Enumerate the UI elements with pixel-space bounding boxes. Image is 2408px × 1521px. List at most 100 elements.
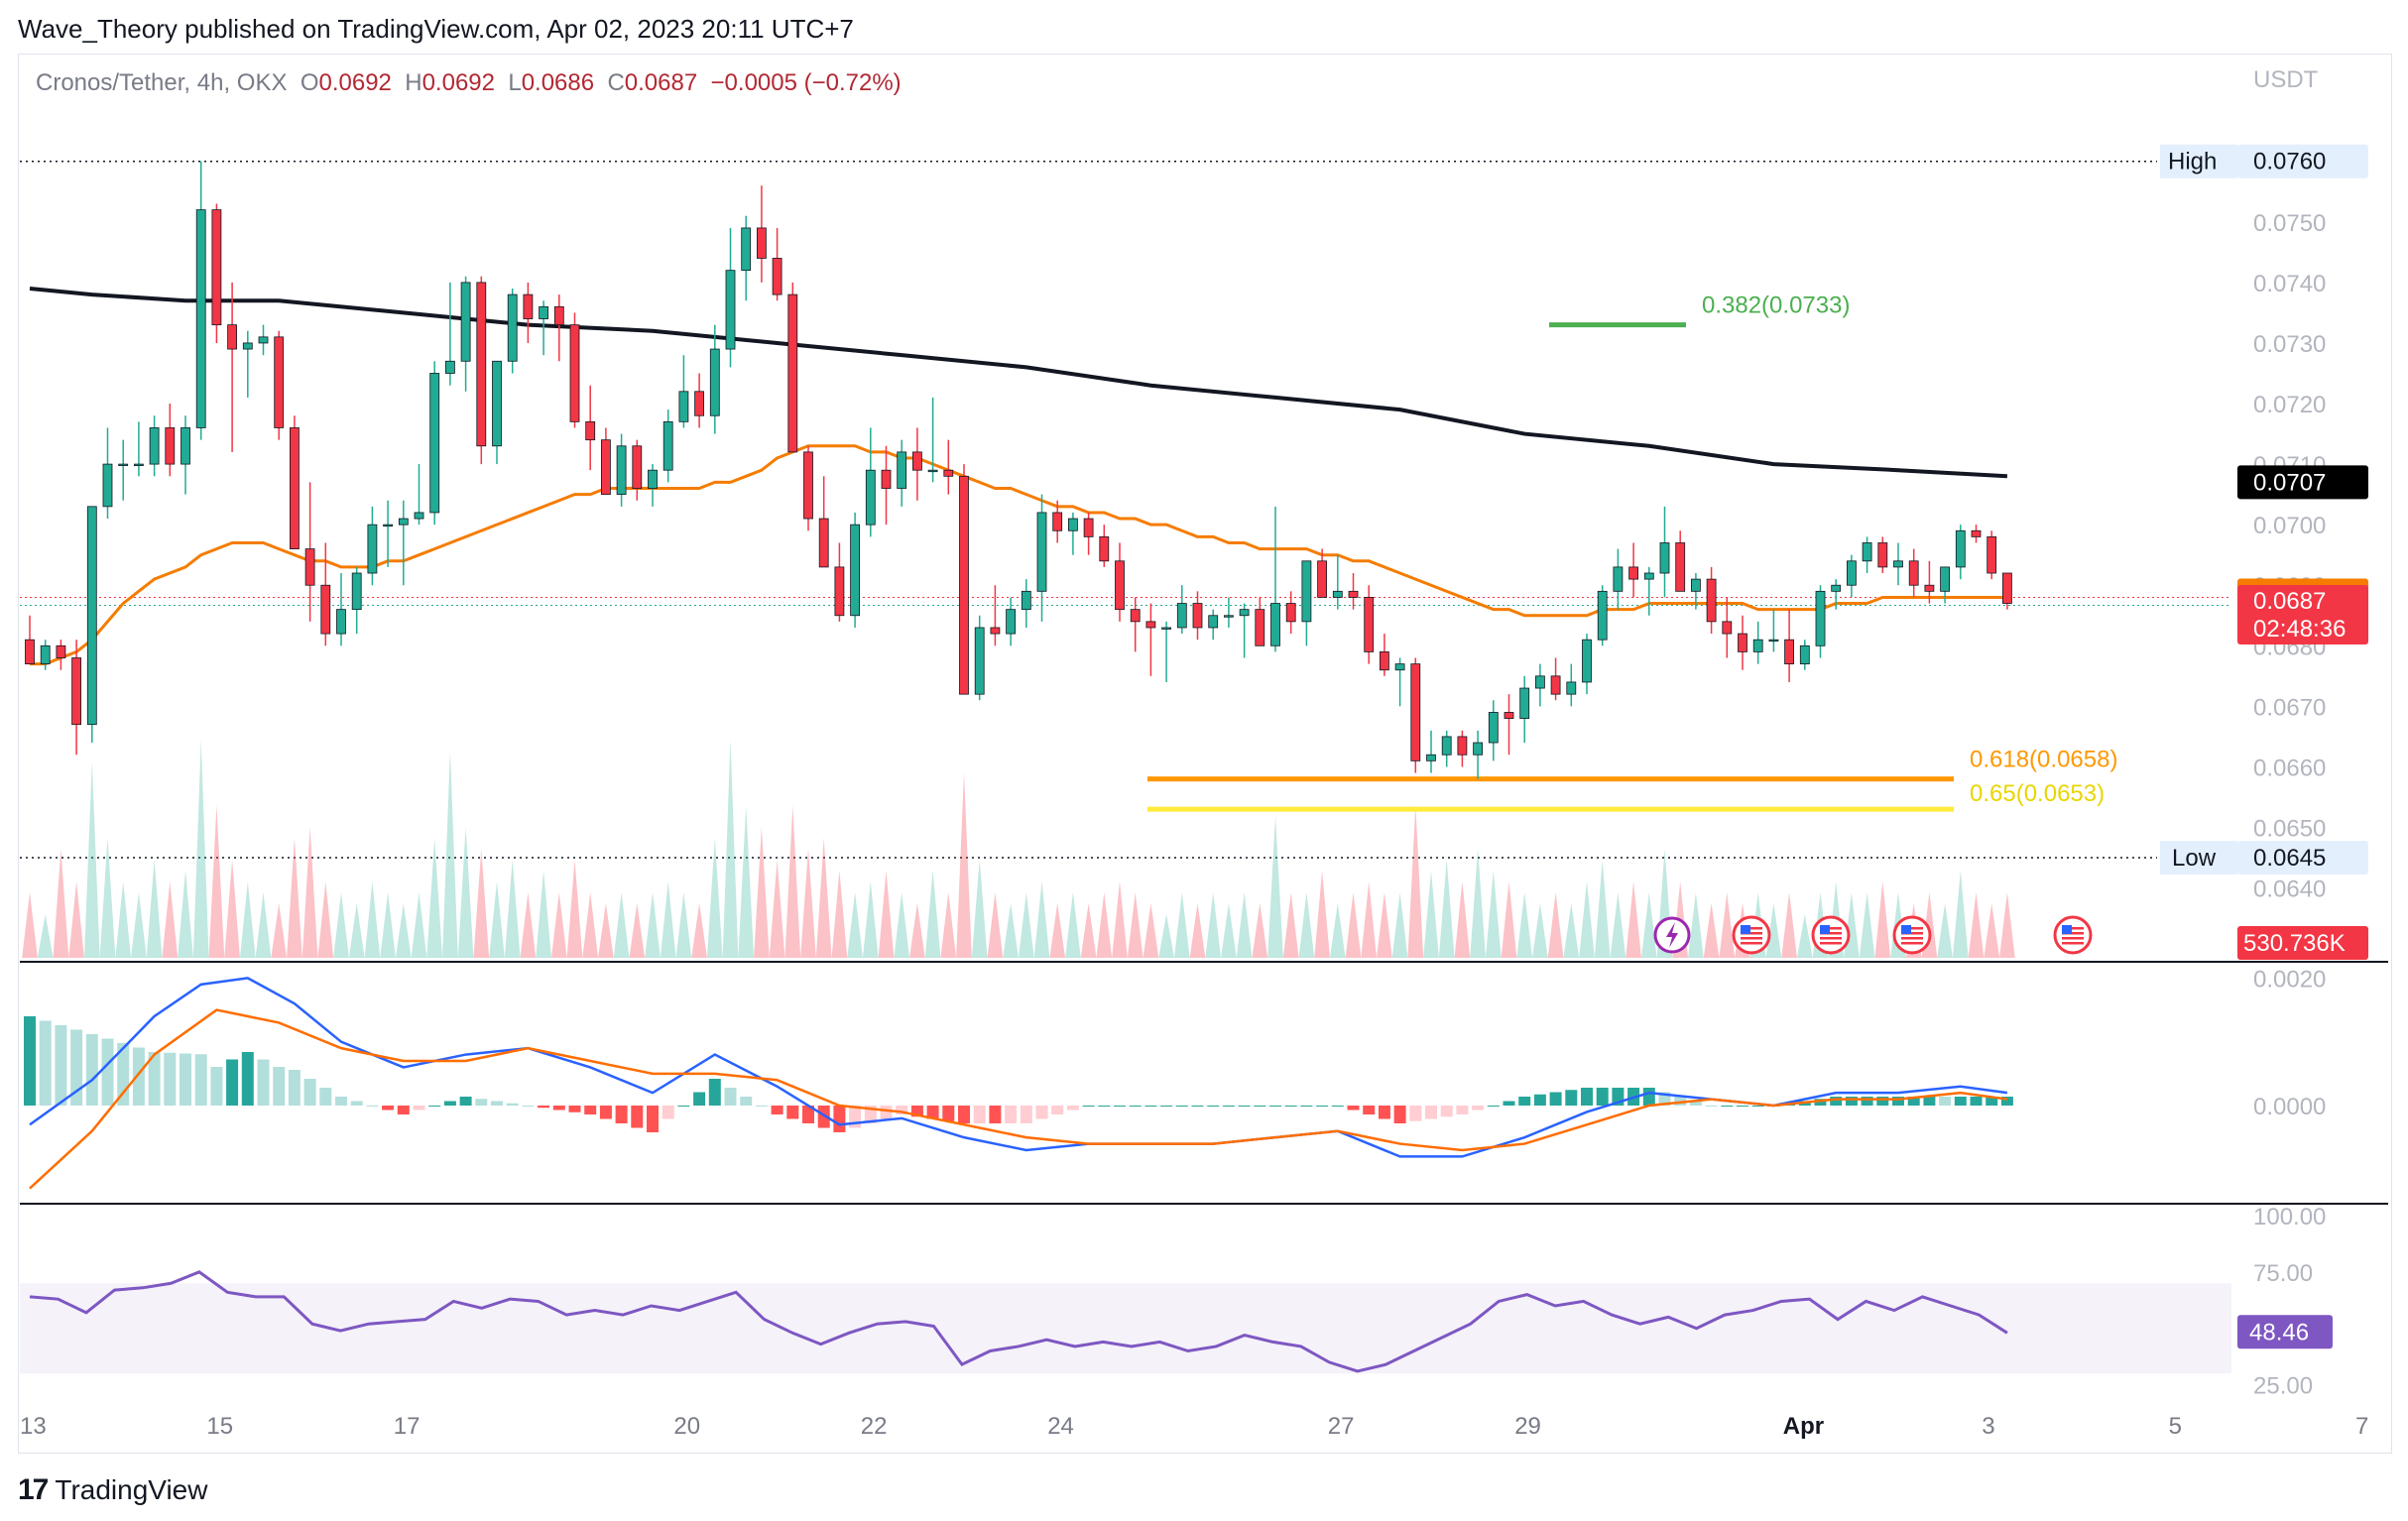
chart-frame[interactable] [18, 54, 2392, 1454]
time-axis-label: 27 [1328, 1413, 1355, 1440]
volume-bar [1781, 892, 1797, 958]
time-axis-label: 22 [861, 1413, 888, 1440]
volume-bar [815, 838, 832, 958]
author-name[interactable]: Wave_Theory [18, 14, 178, 44]
high-tag-bg [2160, 144, 2237, 178]
volume-bar [1205, 892, 1222, 958]
macd-histogram-bar [1674, 1097, 1687, 1106]
candle-body [86, 506, 97, 726]
symbol-label[interactable]: Cronos/Tether, 4h, OKX [36, 69, 288, 96]
us-economic-event-flag-icon[interactable] [1732, 915, 1771, 955]
volume-bar [457, 827, 474, 958]
volume-bar [1719, 892, 1736, 958]
macd-histogram-bar [1051, 1106, 1064, 1114]
volume-bar [1189, 903, 1206, 958]
candle-body [1255, 609, 1265, 646]
macd-histogram-bar [1191, 1106, 1204, 1107]
volume-bar [1361, 881, 1378, 958]
lightning-glyph [1666, 922, 1678, 948]
candle-body [1239, 609, 1250, 617]
volume-bar [1640, 892, 1657, 958]
volume-bar [395, 903, 412, 958]
macd-histogram-bar [615, 1106, 628, 1123]
macd-signal-line [29, 1008, 2008, 1190]
volume-tag-bg [2237, 926, 2368, 960]
us-economic-event-flag-icon[interactable] [1811, 915, 1851, 955]
macd-histogram-bar [2000, 1097, 2013, 1106]
change-value: −0.0005 (−0.72%) [710, 69, 902, 96]
volume-bar [1096, 892, 1113, 958]
macd-histogram-bar [413, 1106, 425, 1111]
macd-histogram-bar [1005, 1106, 1018, 1123]
candle-body [1908, 560, 1919, 586]
open-label: O [300, 69, 319, 96]
tradingview-logo[interactable]: 17 TradingView [18, 1473, 207, 1507]
candle-body [367, 524, 378, 574]
candle-body [1722, 621, 1733, 635]
candle-body [1145, 621, 1156, 629]
flag-stripe [1741, 932, 1762, 935]
candle-body [1006, 609, 1016, 635]
macd-histogram-bar [1814, 1099, 1827, 1106]
candle-body [1566, 681, 1577, 695]
fib-level-label: 0.382(0.0733) [1702, 292, 1850, 319]
bar-countdown-label: 02:48:36 [2253, 616, 2346, 643]
candle-body [1270, 603, 1280, 646]
macd-histogram-bar [1907, 1097, 1920, 1106]
macd-histogram-bar [273, 1067, 286, 1106]
time-axis-label: 29 [1514, 1413, 1541, 1440]
macd-histogram-bar [817, 1106, 830, 1128]
candle-body [304, 548, 315, 586]
volume-bar [800, 849, 816, 958]
candle-body [1893, 560, 1903, 568]
macd-histogram-bar [880, 1106, 893, 1119]
volume-bar [131, 892, 147, 958]
close-label: C [607, 69, 625, 96]
candle-body [1784, 639, 1794, 665]
low-tag-bg [2160, 841, 2237, 876]
candle-body [1176, 603, 1187, 629]
volume-bar [192, 740, 209, 958]
flag-stripe [1820, 937, 1842, 940]
candle-body [1535, 675, 1545, 689]
macd-histogram-bar [926, 1106, 939, 1119]
volume-bar [473, 849, 490, 958]
macd-histogram-bar [1705, 1106, 1718, 1107]
candle-body [40, 644, 51, 665]
candle-body [772, 258, 783, 295]
candle-body [274, 336, 285, 428]
macd-histogram-bar [1316, 1106, 1329, 1107]
candle-body [616, 445, 627, 496]
candle-body [1036, 512, 1047, 592]
volume-bar [956, 772, 972, 958]
volume-bar [1625, 881, 1641, 958]
candle-body [1052, 512, 1063, 531]
macd-histogram-bar [1144, 1106, 1157, 1107]
macd-histogram-bar [552, 1106, 565, 1111]
low-price-label: 0.0645 [2253, 845, 2326, 872]
volume-bar [598, 903, 614, 958]
volume-bar [1796, 914, 1813, 958]
macd-histogram-bar [522, 1106, 535, 1107]
brand-name: TradingView [55, 1474, 208, 1505]
ma200-price-label: 0.0707 [2253, 469, 2326, 496]
macd-histogram-bar [382, 1106, 395, 1111]
volume-bar [208, 805, 225, 958]
time-axis-label: 15 [206, 1413, 233, 1440]
volume-bar [520, 892, 537, 958]
volume-bar [536, 871, 551, 958]
macd-histogram-bar [148, 1052, 161, 1106]
volume-bar [1703, 903, 1720, 958]
us-economic-event-flag-icon[interactable] [2053, 915, 2093, 955]
macd-histogram-bar [132, 1047, 145, 1106]
candle-body [383, 524, 394, 527]
macd-histogram-bar [1456, 1106, 1469, 1114]
macd-histogram-bar [101, 1038, 114, 1106]
candle-body [662, 420, 673, 471]
macd-histogram-bar [755, 1106, 768, 1107]
macd-histogram-bar [693, 1092, 706, 1106]
candle-body [242, 342, 253, 350]
volume-bar [1143, 903, 1159, 958]
us-economic-event-flag-icon[interactable] [1892, 915, 1932, 955]
